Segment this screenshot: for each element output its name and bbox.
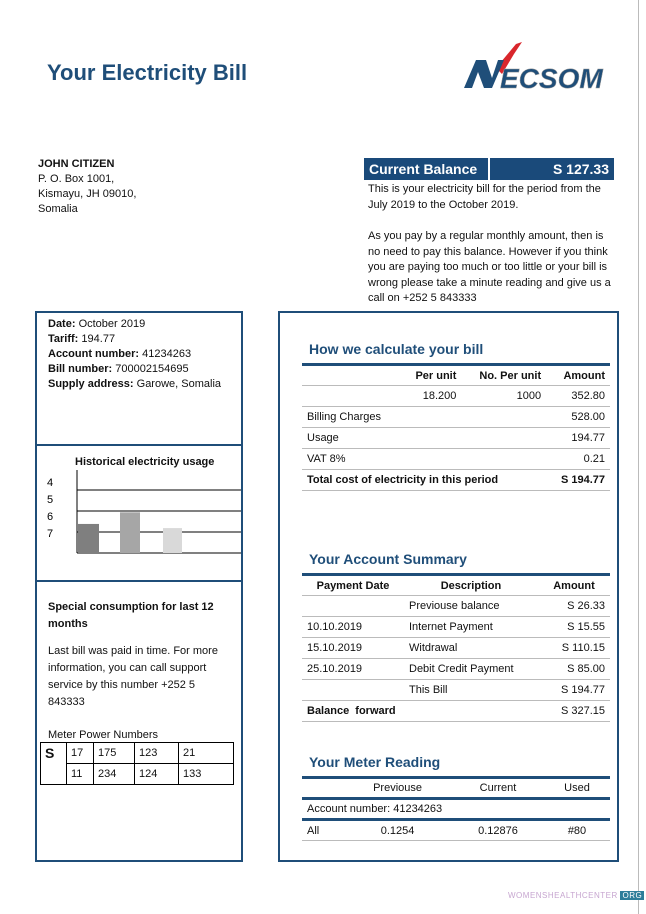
detail-bill-number: Bill number: 700002154695 [48,363,189,375]
table-row: 10.10.2019 Internet Payment S 15.55 [302,616,610,638]
special-text: Last bill was paid in time. For more inf… [48,645,218,708]
balance-description: This is your electricity bill for the pe… [368,182,618,323]
current-balance-label: Current Balance [364,158,488,180]
meter-table: Previouse Current Used Account number: 412… [302,776,610,841]
col-header: Current [452,776,544,799]
table-row: This Bill S 194.77 [302,679,610,701]
usage-chart: 4 5 6 7 [47,470,241,554]
page-edge [638,0,639,914]
svg-text:ECSOM: ECSOM [500,63,603,94]
address-line: P. O. Box 1001, [38,173,115,185]
meter-title: Your Meter Reading [309,754,441,770]
balance-para: As you pay by a regular monthly amount, … [368,230,611,304]
table-row: 15.10.2019 Witdrawal S 110.15 [302,637,610,659]
table-row: Billing Charges 528.00 [302,406,610,428]
meter-cell: 17 [66,742,94,764]
balance-forward-row: Balance forward S 327.15 [302,700,610,722]
table-row: 25.10.2019 Debit Credit Payment S 85.00 [302,658,610,680]
meter-cell: 133 [178,763,234,785]
col-header: Used [544,776,610,799]
summary-title: Your Account Summary [309,551,467,567]
watermark: WOMENSHEALTHCENTER ORG [508,891,645,900]
usage-bar [163,528,182,553]
col-header: Amount [538,573,610,596]
address-line: Kismayu, JH 09010, [38,188,137,200]
special-heading: Special consumption for last 12 months [48,601,214,630]
page-title: Your Electricity Bill [47,60,248,85]
detail-supply-address: Supply address: Garowe, Somalia [48,378,222,390]
summary-table: Payment Date Description Amount Previouse … [302,573,610,722]
special-consumption-box: Special consumption for last 12 months L… [35,580,243,862]
table-row: All 0.1254 0.12876 #80 [302,819,610,841]
col-header: Per unit [401,363,462,386]
customer-address: JOHN CITIZEN P. O. Box 1001, Kismayu, JH… [38,157,136,217]
meter-power-label: Meter Power Numbers [48,729,159,741]
meter-prefix: S [40,742,67,785]
detail-account: Account number: 41234263 [48,348,192,360]
necsom-logo: ECSOM [464,42,604,94]
meter-cell: 11 [66,763,94,785]
calc-title: How we calculate your bill [309,341,484,357]
meter-cell: 123 [134,742,179,764]
meter-cell: 124 [134,763,179,785]
customer-name: JOHN CITIZEN [38,158,115,170]
usage-bar [120,512,140,553]
y-tick-label: 7 [47,528,53,540]
y-tick-label: 6 [47,511,53,523]
table-row: Usage 194.77 [302,427,610,449]
table-row: 18.200 1000 352.80 [302,385,610,407]
col-header: Amount [546,363,610,386]
current-balance-bar: Current Balance S 127.33 [364,158,614,180]
detail-date: Date: October 2019 [48,318,146,330]
current-balance-amount: S 127.33 [490,158,614,180]
table-row: Previouse balance S 26.33 [302,595,610,617]
balance-para: This is your electricity bill for the pe… [368,183,601,211]
address-line: Somalia [38,203,78,215]
y-tick-label: 4 [47,477,53,489]
table-row: VAT 8% 0.21 [302,448,610,470]
total-row: Total cost of electricity in this period… [302,469,610,491]
meter-power-table: S 17 175 123 21 11 234 124 133 [40,742,234,785]
col-header: No. Per unit [461,363,547,386]
meter-cell: 175 [93,742,135,764]
bill-details-box: Date: October 2019 Tariff: 194.77 Accoun… [35,311,243,446]
table-row: Account number: 41234263 [302,797,610,821]
calc-table: Per unit No. Per unit Amount 18.200 1000 352… [302,363,610,491]
col-header: Description [404,573,538,596]
detail-tariff: Tariff: 194.77 [48,333,116,345]
bill-calculation-panel: How we calculate your bill Per unit No. P… [278,311,619,862]
y-tick-label: 5 [47,494,53,506]
chart-title: Historical electricity usage [75,456,215,468]
meter-cell: 21 [178,742,234,764]
usage-bar [78,523,99,553]
col-header: Payment Date [302,573,404,596]
meter-cell: 234 [93,763,135,785]
usage-chart-box: Historical electricity usage 4 5 6 7 [35,444,243,582]
col-header: Previouse [343,776,453,799]
